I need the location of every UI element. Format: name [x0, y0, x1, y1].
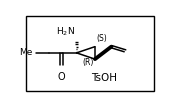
Text: Me: Me: [19, 48, 32, 57]
Text: (R): (R): [83, 58, 94, 67]
Text: H$_2$N: H$_2$N: [56, 26, 74, 38]
Text: O: O: [58, 72, 65, 82]
Text: TsOH: TsOH: [91, 73, 117, 83]
Text: (S): (S): [96, 34, 107, 43]
